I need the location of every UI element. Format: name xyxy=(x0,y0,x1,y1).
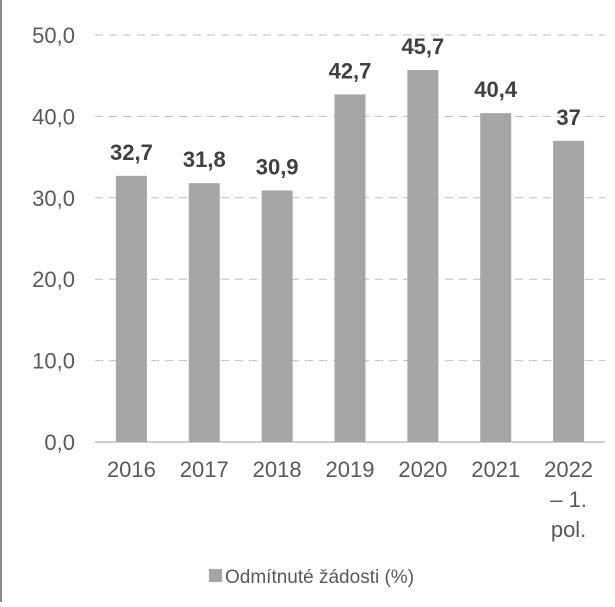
x-tick-label: pol. xyxy=(551,517,586,542)
y-tick-label: 10,0 xyxy=(32,349,75,374)
bar xyxy=(261,190,293,442)
y-axis-tick-labels: 0,0 10,0 20,0 30,0 40,0 50,0 xyxy=(32,23,75,455)
data-labels: 32,7 31,8 30,9 42,7 45,7 40,4 37 xyxy=(110,34,581,179)
x-tick-label: 2021 xyxy=(471,457,520,482)
x-tick-label: – 1. xyxy=(550,487,587,512)
data-label: 45,7 xyxy=(401,34,444,59)
bar xyxy=(407,70,439,442)
data-label: 31,8 xyxy=(183,147,226,172)
y-tick-label: 40,0 xyxy=(32,104,75,129)
x-tick-label: 2016 xyxy=(107,457,156,482)
data-label: 32,7 xyxy=(110,140,153,165)
legend: Odmítnuté žádosti (%) xyxy=(209,567,414,588)
y-tick-label: 20,0 xyxy=(32,267,75,292)
legend-label: Odmítnuté žádosti (%) xyxy=(225,567,414,588)
data-label: 37 xyxy=(556,105,580,130)
x-tick-label: 2022 xyxy=(544,457,593,482)
x-tick-label: 2018 xyxy=(253,457,302,482)
x-tick-label: 2020 xyxy=(398,457,447,482)
data-label: 40,4 xyxy=(474,77,518,102)
chart-frame-border xyxy=(0,0,2,602)
bars xyxy=(115,70,585,443)
bar xyxy=(188,183,220,442)
x-tick-label: 2019 xyxy=(326,457,375,482)
y-tick-label: 0,0 xyxy=(44,430,75,455)
legend-swatch xyxy=(209,569,222,582)
y-tick-label: 30,0 xyxy=(32,186,75,211)
bar xyxy=(115,175,147,442)
data-label: 42,7 xyxy=(329,58,372,83)
bar xyxy=(334,94,366,442)
y-tick-label: 50,0 xyxy=(32,23,75,48)
x-axis-tick-labels: 2016 2017 2018 2019 2020 2021 2022 – 1. pol. xyxy=(107,457,593,542)
bar xyxy=(553,140,585,442)
x-tick-label: 2017 xyxy=(180,457,229,482)
bar xyxy=(480,113,512,443)
data-label: 30,9 xyxy=(256,154,299,179)
